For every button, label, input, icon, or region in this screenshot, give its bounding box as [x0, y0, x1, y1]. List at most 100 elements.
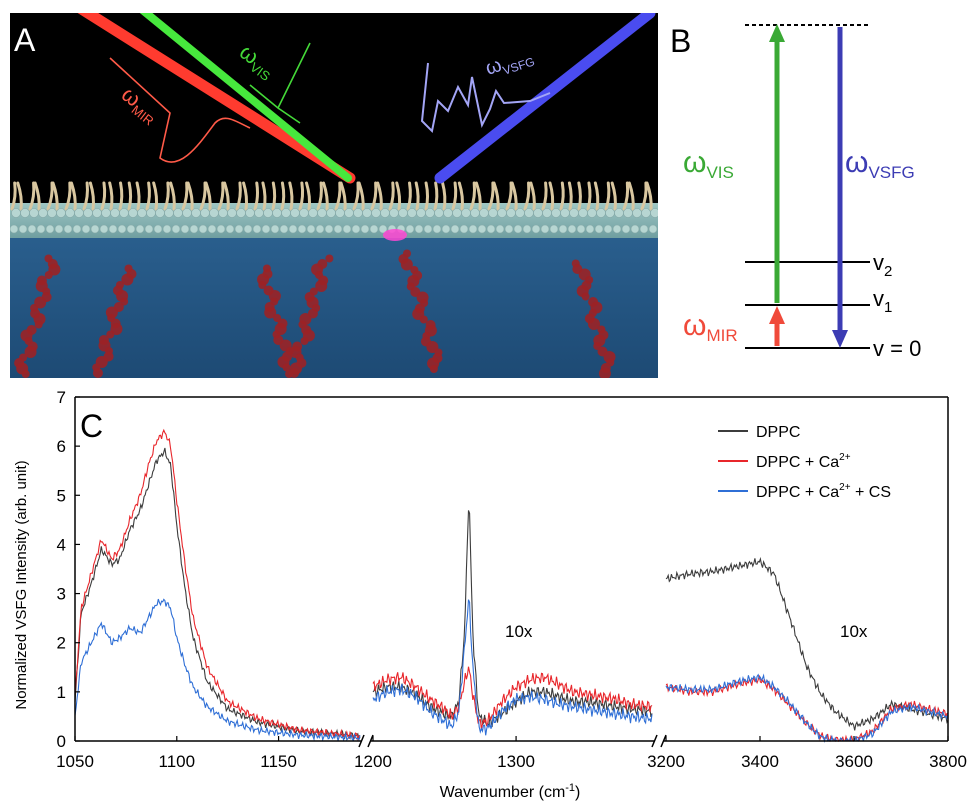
mir-pulse-shape: [109, 57, 251, 163]
lipid-head: [279, 224, 289, 234]
x-tick-label: 1050: [56, 752, 94, 771]
lipid-tail: [622, 181, 630, 211]
lipid-head: [189, 224, 199, 234]
lipid-head: [155, 208, 165, 218]
y-tick-label: 1: [57, 683, 66, 702]
x-tick-label: 3200: [647, 752, 685, 771]
lipid-head: [245, 208, 255, 218]
lipid-head: [162, 224, 172, 234]
lipid-tail: [640, 181, 648, 211]
omega-mir-label-b: ωMIR: [683, 309, 738, 345]
lipid-head: [632, 208, 642, 218]
lipid-tail: [610, 181, 617, 211]
polymer-bead: [34, 320, 43, 329]
lipid-tail: [280, 181, 286, 211]
lipid-tail: [204, 181, 212, 211]
lipid-head: [243, 224, 253, 234]
lipid-head: [486, 224, 496, 234]
lipid-head: [623, 208, 633, 218]
lipid-head: [173, 208, 183, 218]
lipid-head: [146, 208, 156, 218]
lipid-head: [218, 208, 228, 218]
lipid-head: [261, 224, 271, 234]
lipid-head: [10, 224, 19, 234]
axis-break-mark: [651, 734, 658, 748]
lipid-head: [38, 208, 48, 218]
lipid-head: [477, 224, 487, 234]
level-v2-label: v2: [873, 250, 892, 280]
level-v1-label: v1: [873, 286, 892, 316]
lipid-tail: [357, 181, 365, 211]
lipid-tail: [127, 181, 133, 211]
lipid-head: [297, 224, 307, 234]
series-line-3-seg2: [372, 599, 653, 736]
lipid-tail: [33, 181, 41, 211]
legend-label-dppc-ca: DPPC + Ca2+: [756, 452, 851, 471]
lipid-head: [234, 224, 244, 234]
x-axis-label: Wavenumber (cm-1): [440, 782, 581, 801]
axis-break-mark: [367, 734, 374, 748]
vsfg-spectra-chart: C 0 1 2 3 4 5 6 7 1050 1100 1150 1200 1300 3200 3400 36…: [13, 388, 967, 801]
axis-break-gap: [361, 737, 371, 745]
lipid-heads: [10, 208, 658, 234]
lipid-tail: [305, 181, 312, 211]
lipid-tail: [451, 181, 458, 211]
lipid-head: [36, 224, 46, 234]
lipid-tail: [548, 181, 555, 211]
lipid-head: [164, 208, 174, 218]
lipid-tail: [492, 181, 500, 211]
lipid-head: [614, 208, 624, 218]
lipid-head: [324, 224, 334, 234]
lipid-head: [225, 224, 235, 234]
lipid-head: [207, 224, 217, 234]
lipid-tail: [388, 181, 395, 211]
lipid-head: [639, 224, 649, 234]
lipid-head: [587, 208, 597, 218]
lipid-tail: [474, 181, 482, 211]
lipid-head: [369, 224, 379, 234]
lipid-head: [558, 224, 568, 234]
lipid-head: [81, 224, 91, 234]
lipid-tail: [586, 181, 592, 211]
x-tick-label: 1150: [260, 752, 297, 771]
lipid-head: [380, 208, 390, 218]
lipid-head: [425, 208, 435, 218]
lipid-head: [45, 224, 55, 234]
lipid-head: [596, 208, 606, 218]
lipid-tail: [108, 181, 114, 211]
lipid-head: [191, 208, 201, 218]
lipid-head: [452, 208, 462, 218]
panel-a-letter: A: [14, 22, 36, 58]
vsfg-spectrum-shape: [420, 62, 551, 134]
lipid-head: [326, 208, 336, 218]
lipid-head: [578, 208, 588, 218]
lipid-head: [137, 208, 147, 218]
polymer-bead: [419, 315, 428, 324]
polymer-bead: [121, 273, 134, 286]
lipid-head: [515, 208, 525, 218]
lipid-tail: [433, 181, 439, 211]
lipid-head: [551, 208, 561, 218]
lipid-head: [389, 208, 399, 218]
lipid-head: [576, 224, 586, 234]
lipid-head: [360, 224, 370, 234]
lipid-head: [216, 224, 226, 234]
lipid-head: [333, 224, 343, 234]
lipid-head: [612, 224, 622, 234]
polymer-bead: [258, 281, 267, 289]
lipid-tail: [88, 181, 95, 211]
lipid-tail: [457, 181, 464, 211]
lipid-tail: [577, 181, 582, 211]
lipid-head: [281, 208, 291, 218]
polymer-bead: [587, 318, 600, 330]
lipid-head: [18, 224, 28, 234]
lipid-head: [353, 208, 363, 218]
polymer-bead: [44, 271, 53, 279]
lipid-head: [317, 208, 327, 218]
lipid-head: [90, 224, 100, 234]
lipid-head: [254, 208, 264, 218]
x-tick-label: 3800: [929, 752, 967, 771]
lipid-head: [144, 224, 154, 234]
lipid-tail: [64, 181, 72, 211]
polymer-chains: [14, 249, 616, 378]
